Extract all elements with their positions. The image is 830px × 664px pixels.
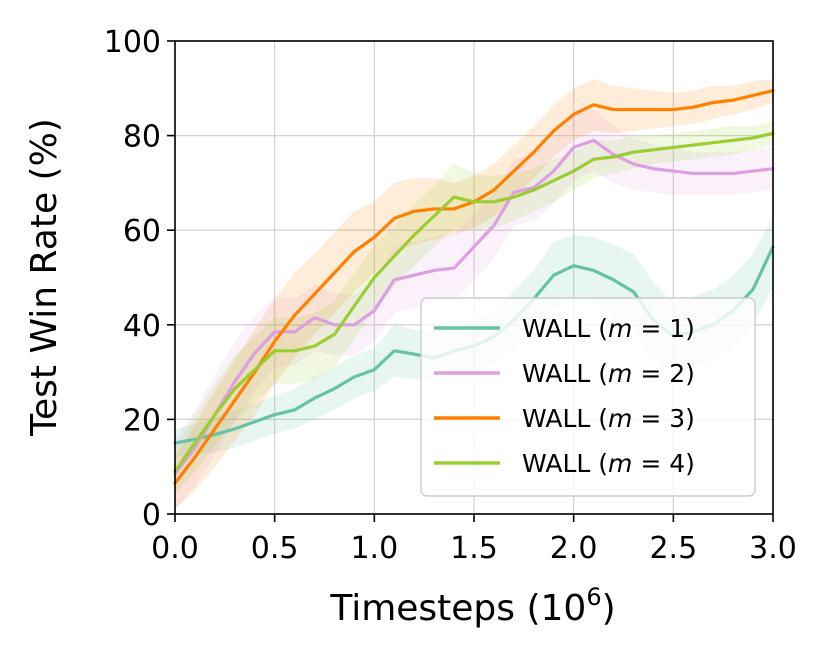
legend-label-m2: WALL (m = 2) [522,359,695,388]
legend-label-m4: WALL (m = 4) [522,449,695,478]
confidence-band-m3 [175,78,773,510]
x-tick-label: 0.0 [151,531,199,566]
legend-box [420,297,756,497]
x-tick-label: 1.5 [450,531,498,566]
tick-labels: 0.0 0.5 1.0 1.5 2.0 2.5 3.0 0 20 40 60 80 100 [104,25,797,566]
x-tick-label: 2.0 [550,531,598,566]
legend-label-m3: WALL (m = 3) [522,404,695,433]
tick-marks [167,40,774,522]
y-tick-label: 40 [123,309,161,344]
y-tick-label: 80 [123,120,161,155]
x-tick-label: 1.0 [350,531,398,566]
y-axis-label: Test Win Rate (%) [24,118,65,437]
series-line-m4 [173,131,775,474]
series-line-m2 [173,138,775,476]
y-tick-label: 20 [123,403,161,438]
x-tick-label: 2.5 [649,531,697,566]
legend-label-m1: WALL (m = 1) [522,314,695,343]
x-tick-label: 0.5 [251,531,299,566]
y-tick-label: 0 [142,498,161,533]
y-tick-label: 100 [104,25,161,60]
legend: WALL (m = 1) WALL (m = 2) WALL (m = 3) WALL… [420,297,756,497]
x-tick-label: 3.0 [749,531,797,566]
confidence-band-m4 [175,121,773,496]
x-axis-label: Timesteps (106) [329,583,615,629]
confidence-band-m2 [175,109,773,510]
y-tick-label: 60 [123,214,161,249]
